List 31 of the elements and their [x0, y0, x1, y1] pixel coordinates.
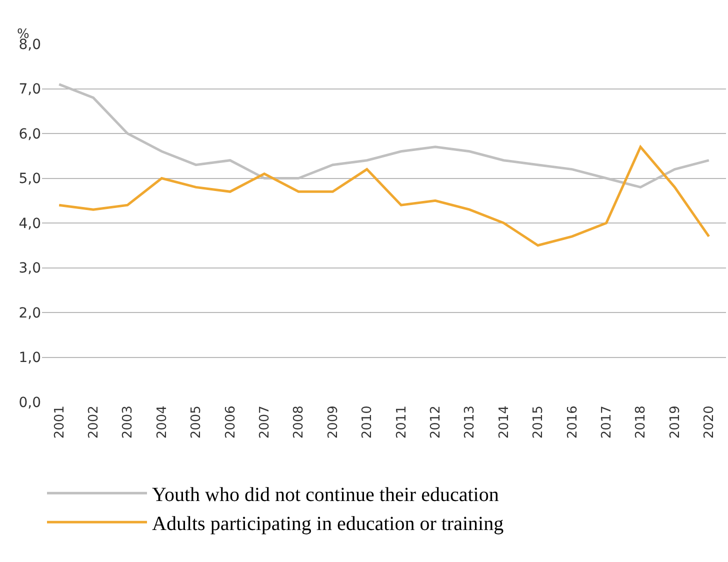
legend-label: Youth who did not continue their education — [152, 484, 499, 506]
y-tick-label: 3,0 — [18, 260, 41, 277]
y-tick-label: 1,0 — [18, 350, 41, 366]
x-tick-label: 2005 — [189, 406, 204, 439]
x-tick-label: 2017 — [600, 406, 615, 439]
x-tick-label: 2020 — [702, 406, 718, 439]
x-tick-label: 2009 — [326, 406, 341, 439]
x-tick-label: 2002 — [86, 406, 102, 439]
x-tick-label: 2006 — [223, 406, 238, 439]
x-tick-label: 2004 — [154, 406, 170, 439]
x-tick-label: 2014 — [496, 406, 512, 439]
x-tick-label: 2001 — [52, 406, 68, 439]
legend-label: Adults participating in education or training — [152, 512, 504, 535]
line-series — [58, 146, 710, 247]
x-tick-label: 2015 — [531, 406, 546, 439]
x-tick-label: 2016 — [565, 406, 580, 439]
y-tick-label: 6,0 — [18, 126, 41, 142]
y-tick-label: 5,0 — [18, 171, 41, 188]
y-tick-label: 7,0 — [18, 82, 41, 98]
x-tick-label: 2013 — [462, 406, 478, 439]
x-tick-label: 2011 — [394, 406, 410, 439]
y-tick-label: 4,0 — [18, 216, 41, 232]
y-tick-label: 2,0 — [18, 305, 41, 322]
y-tick-label: 0,0 — [18, 394, 41, 411]
x-tick-label: 2008 — [292, 406, 307, 439]
x-tick-label: 2018 — [634, 406, 649, 439]
x-tick-label: 2012 — [428, 406, 444, 439]
x-tick-label: 2010 — [360, 406, 376, 439]
x-tick-label: 2019 — [668, 406, 683, 439]
x-tick-label: 2003 — [120, 406, 136, 439]
x-tick-label: 2007 — [258, 406, 273, 439]
